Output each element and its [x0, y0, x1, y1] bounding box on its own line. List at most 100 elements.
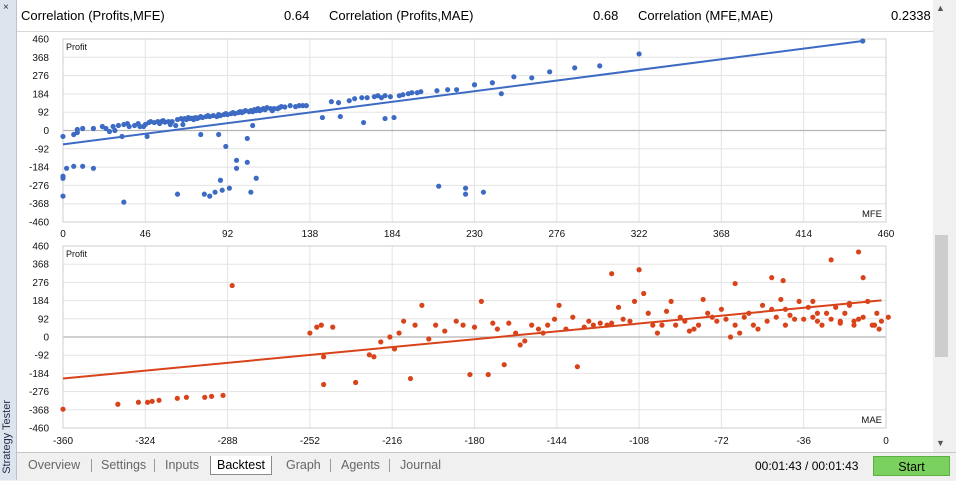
scrollbar-thumb[interactable]	[935, 235, 948, 357]
data-point	[511, 74, 517, 80]
data-point	[434, 88, 440, 94]
data-point	[174, 395, 180, 401]
data-point	[126, 123, 132, 130]
data-point	[801, 316, 807, 322]
data-point	[233, 165, 240, 171]
data-point	[535, 326, 542, 332]
y-tick-label: -276	[29, 387, 49, 398]
data-point	[615, 304, 622, 310]
y-tick-label: -276	[29, 181, 49, 192]
tab-overview[interactable]: Overview	[28, 458, 81, 472]
data-point	[378, 339, 384, 345]
y-tick-label: 368	[32, 53, 49, 64]
data-point	[876, 326, 882, 332]
data-point	[442, 328, 448, 334]
tab-inputs[interactable]: Inputs	[165, 458, 200, 472]
data-point	[460, 322, 466, 328]
data-point	[371, 354, 377, 360]
x-axis-label: MFE	[862, 209, 882, 220]
data-point	[418, 89, 424, 95]
data-point	[217, 177, 224, 183]
data-point	[360, 119, 367, 126]
data-point	[60, 193, 66, 199]
corr-value-profits-mae: 0.68	[593, 8, 619, 23]
data-point	[650, 322, 656, 328]
data-point	[201, 191, 207, 197]
data-point	[855, 316, 862, 322]
tab-backtest[interactable]: Backtest	[210, 456, 272, 475]
data-point	[551, 316, 558, 322]
data-point	[271, 106, 277, 112]
data-point	[401, 318, 407, 324]
data-point	[207, 193, 213, 199]
data-point	[180, 121, 186, 128]
x-tick-label: 138	[302, 229, 319, 240]
data-point	[471, 82, 478, 88]
data-point	[627, 318, 633, 324]
data-point	[314, 324, 320, 330]
tab-graph[interactable]: Graph	[286, 458, 321, 472]
data-point	[842, 310, 848, 316]
data-point	[391, 114, 397, 121]
data-point	[654, 330, 660, 336]
data-point	[691, 326, 697, 332]
close-icon[interactable]: ×	[3, 2, 9, 13]
scroll-up-icon[interactable]: ▲	[936, 3, 945, 13]
data-point	[609, 320, 615, 326]
x-tick-label: -36	[796, 436, 811, 447]
data-point	[741, 314, 747, 320]
data-point	[663, 308, 670, 314]
data-point	[522, 338, 528, 344]
x-tick-label: 92	[222, 229, 234, 240]
data-point	[462, 191, 469, 197]
data-point	[382, 93, 388, 99]
x-tick-label: -324	[135, 436, 155, 447]
data-point	[202, 394, 208, 400]
data-point	[645, 310, 651, 316]
data-point	[545, 322, 551, 328]
data-point	[328, 99, 334, 105]
y-tick-label: -368	[29, 199, 49, 210]
data-point	[121, 199, 127, 205]
data-point	[659, 322, 665, 328]
data-point	[529, 75, 535, 81]
x-tick-label: 184	[384, 229, 401, 240]
data-point	[144, 399, 151, 405]
scroll-down-icon[interactable]: ▼	[936, 438, 945, 448]
y-axis-label: Profit	[66, 42, 88, 52]
data-point	[529, 322, 535, 328]
data-point	[837, 318, 843, 324]
data-point	[597, 320, 603, 326]
data-point	[506, 320, 512, 326]
data-point	[216, 131, 222, 138]
vertical-scrollbar[interactable]: ▲ ▼	[933, 0, 950, 452]
panel-title: Strategy Tester	[1, 400, 13, 474]
data-point	[556, 302, 562, 308]
data-point	[144, 133, 150, 140]
data-point	[620, 316, 626, 322]
y-tick-label: 92	[38, 108, 50, 119]
data-point	[517, 342, 523, 348]
y-tick-label: -184	[29, 163, 49, 174]
data-point	[63, 165, 70, 171]
x-tick-label: -360	[53, 436, 73, 447]
data-point	[282, 104, 288, 110]
start-button[interactable]: Start	[873, 456, 950, 476]
trend-line	[62, 299, 882, 380]
data-point	[412, 322, 418, 328]
tab-settings[interactable]: Settings	[101, 458, 147, 472]
data-point	[636, 51, 642, 57]
data-point	[244, 135, 250, 142]
data-point	[810, 298, 816, 304]
data-point	[80, 163, 86, 169]
data-point	[156, 397, 162, 403]
data-point	[673, 322, 679, 328]
data-point	[574, 364, 580, 370]
data-point	[382, 115, 388, 122]
data-point	[287, 103, 293, 109]
tab-journal[interactable]: Journal	[400, 458, 441, 472]
tab-agents[interactable]: Agents	[341, 458, 380, 472]
data-point	[769, 275, 775, 281]
data-point	[60, 175, 66, 181]
tab-separator	[91, 459, 92, 472]
